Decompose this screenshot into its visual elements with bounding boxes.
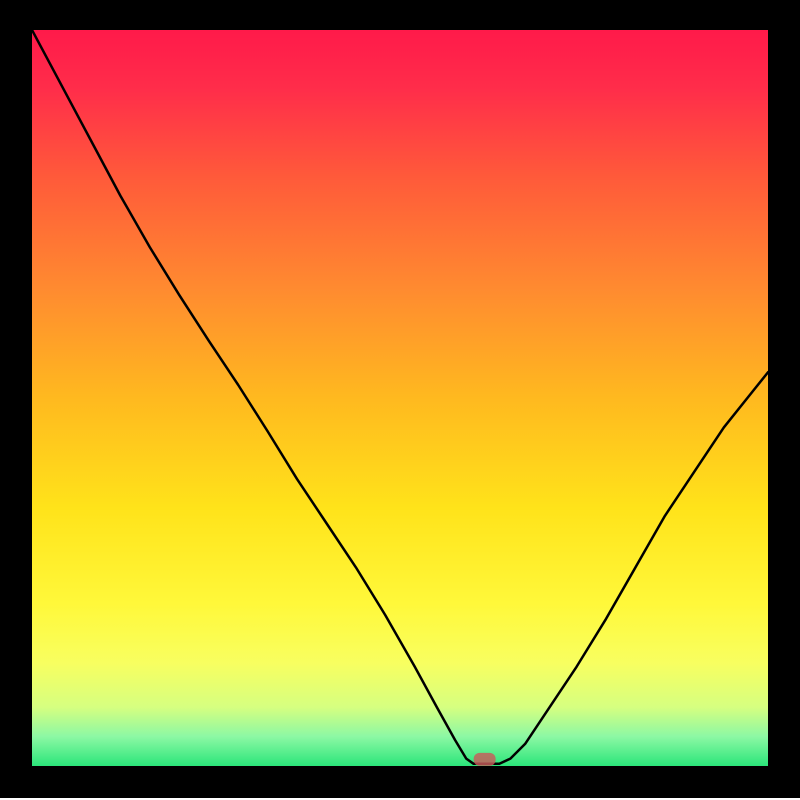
gradient-background: [32, 30, 768, 766]
plot-area: [32, 30, 768, 766]
plot-frame-bottom: [0, 766, 800, 798]
chart-container: TheBottleneck.com: [0, 0, 800, 800]
min-marker: [474, 753, 496, 766]
plot-frame-right: [768, 30, 800, 766]
plot-frame-top: [0, 0, 800, 30]
plot-frame-left: [0, 30, 32, 766]
